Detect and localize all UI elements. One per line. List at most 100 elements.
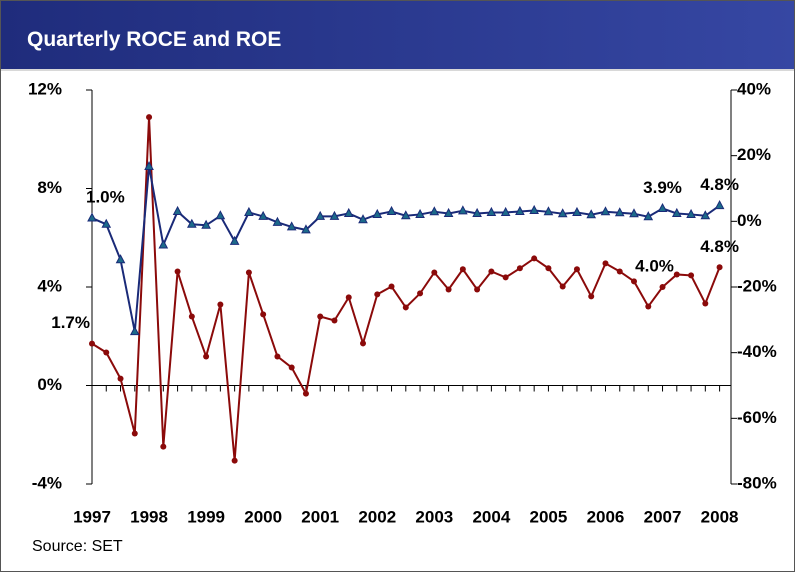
point-marker	[101, 218, 112, 228]
point-marker	[486, 206, 497, 216]
point-marker	[673, 271, 680, 278]
x-tick-label: 2003	[415, 507, 453, 526]
point-marker	[388, 283, 395, 290]
y-tick-label: 8%	[37, 178, 62, 197]
point-marker	[614, 207, 625, 217]
point-marker	[543, 206, 554, 216]
point-marker	[115, 254, 126, 264]
point-marker	[700, 210, 711, 220]
point-marker	[500, 206, 511, 216]
y2-tick-label: 20%	[737, 145, 771, 164]
point-marker	[158, 239, 169, 249]
x-tick-label: 2000	[244, 507, 282, 526]
data-label: 4.0%	[635, 256, 674, 275]
x-tick-label: 1999	[187, 507, 225, 526]
point-marker	[315, 210, 326, 220]
point-marker	[187, 218, 197, 228]
point-marker	[445, 286, 452, 293]
data-label: 1.0%	[86, 188, 125, 207]
y-tick-label: 4%	[37, 276, 62, 295]
data-label: 1.7%	[51, 313, 90, 332]
point-marker	[172, 205, 183, 215]
point-marker	[459, 266, 466, 273]
y2-tick-label: -20%	[737, 276, 777, 295]
point-marker	[89, 340, 95, 347]
point-marker	[231, 457, 238, 464]
point-marker	[288, 364, 295, 371]
point-marker	[643, 211, 654, 221]
x-tick-label: 1997	[73, 507, 111, 526]
y2-tick-label: -60%	[737, 408, 777, 427]
point-marker	[258, 210, 268, 220]
data-label: 3.9%	[643, 178, 682, 197]
x-tick-label: 2007	[644, 507, 682, 526]
point-marker	[286, 221, 297, 231]
y-tick-label: 0%	[37, 375, 62, 394]
point-marker	[659, 284, 666, 290]
point-marker	[215, 210, 226, 220]
point-marker	[345, 294, 352, 301]
point-marker	[317, 313, 324, 320]
x-tick-label: 2006	[587, 507, 625, 526]
point-marker	[557, 208, 568, 218]
x-tick-label: 2002	[358, 507, 396, 526]
point-marker	[146, 114, 153, 121]
point-marker	[588, 293, 595, 300]
header: Quarterly ROCE and ROE	[1, 1, 794, 71]
point-marker	[545, 265, 552, 272]
point-marker	[602, 260, 609, 267]
point-marker	[372, 208, 383, 218]
x-tick-label: 2008	[701, 507, 739, 526]
point-marker	[616, 268, 623, 275]
point-marker	[686, 208, 696, 218]
point-marker	[402, 304, 409, 311]
point-marker	[302, 390, 309, 397]
point-marker	[502, 274, 509, 281]
x-tick-label: 2004	[472, 507, 510, 526]
point-marker	[174, 268, 181, 275]
point-marker	[572, 206, 582, 216]
point-marker	[260, 311, 267, 318]
point-marker	[657, 202, 668, 213]
point-marker	[217, 301, 224, 308]
point-marker	[400, 210, 411, 220]
y2-tick-label: 40%	[737, 79, 771, 98]
point-marker	[531, 255, 538, 262]
y-tick-label: -4%	[32, 473, 62, 492]
point-marker	[358, 214, 368, 224]
source-note: Source: SET	[32, 538, 123, 555]
point-marker	[374, 291, 381, 298]
point-marker	[458, 205, 468, 215]
point-marker	[386, 205, 397, 215]
y2-tick-label: 0%	[737, 211, 762, 230]
x-tick-label: 2001	[301, 507, 339, 526]
point-marker	[201, 219, 211, 229]
point-marker	[117, 375, 124, 382]
point-marker	[716, 264, 723, 271]
point-marker	[329, 210, 340, 220]
point-marker	[131, 430, 138, 437]
point-marker	[488, 268, 495, 275]
point-marker	[245, 269, 252, 276]
point-marker	[600, 206, 611, 216]
chart-title: Quarterly ROCE and ROE	[27, 28, 282, 51]
point-marker	[474, 286, 481, 293]
point-marker	[559, 283, 566, 290]
point-marker	[443, 207, 454, 217]
point-marker	[671, 207, 682, 217]
point-marker	[203, 353, 210, 360]
point-marker	[129, 326, 140, 336]
point-marker	[144, 160, 154, 171]
point-marker	[529, 204, 539, 214]
point-marker	[472, 207, 482, 217]
data-label: 4.8%	[700, 237, 739, 256]
point-marker	[429, 206, 440, 216]
point-marker	[103, 349, 110, 356]
point-marker	[160, 443, 167, 450]
x-tick-label: 2005	[530, 507, 568, 526]
point-marker	[229, 235, 240, 245]
point-marker	[188, 313, 195, 320]
point-marker	[516, 265, 523, 272]
